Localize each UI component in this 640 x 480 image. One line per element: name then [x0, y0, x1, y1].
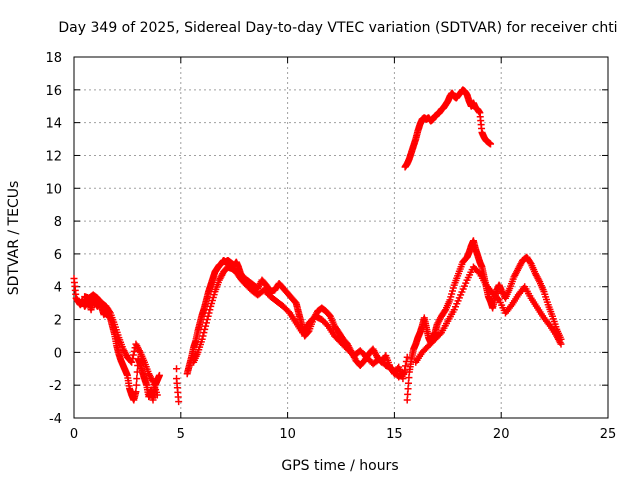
data-point	[134, 369, 141, 376]
y-tick-label: 4	[54, 281, 62, 296]
series-high-arc	[402, 86, 494, 170]
series-segment-3	[404, 237, 565, 403]
sdtvar-scatter-chart: Day 349 of 2025, Sidereal Day-to-day VTE…	[0, 0, 640, 480]
x-tick-label: 5	[177, 427, 185, 442]
y-tick-label: -2	[49, 379, 62, 394]
x-tick-label: 0	[70, 427, 78, 442]
y-tick-label: 2	[54, 314, 62, 329]
data-point	[294, 306, 301, 313]
data-point	[185, 364, 192, 371]
x-tick-label: 20	[493, 427, 510, 442]
data-point	[133, 375, 140, 382]
y-tick-label: 10	[45, 182, 62, 197]
data-point	[175, 393, 182, 400]
data-point	[402, 362, 409, 369]
x-axis-label: GPS time / hours	[281, 458, 398, 474]
data-point	[405, 374, 412, 381]
y-tick-label: -4	[49, 412, 62, 427]
data-point	[173, 365, 180, 372]
y-tick-label: 8	[54, 215, 62, 230]
data-point	[133, 382, 140, 389]
data-point	[200, 329, 207, 336]
data-point	[204, 316, 211, 323]
x-tick-label: 10	[279, 427, 296, 442]
data-point	[196, 321, 203, 328]
series-segment-2-lower	[190, 264, 408, 381]
plot-border	[74, 57, 608, 418]
y-tick-label: 6	[54, 248, 62, 263]
data-point	[478, 125, 485, 132]
y-tick-label: 18	[45, 51, 62, 66]
x-tick-label: 15	[386, 427, 403, 442]
y-tick-label: 0	[54, 346, 62, 361]
y-tick-label: 14	[45, 117, 62, 132]
x-tick-label: 25	[600, 427, 617, 442]
data-point	[206, 306, 213, 313]
grid-lines	[74, 57, 608, 418]
chart-title: Day 349 of 2025, Sidereal Day-to-day VTE…	[58, 20, 617, 36]
series-segment-3-lower	[412, 264, 564, 366]
y-tick-label: 12	[45, 149, 62, 164]
chart-page: Day 349 of 2025, Sidereal Day-to-day VTE…	[0, 0, 640, 480]
data-point	[202, 323, 209, 330]
data-point	[203, 319, 210, 326]
data-points	[71, 86, 565, 405]
y-tick-label: 16	[45, 84, 62, 99]
data-point	[201, 326, 208, 333]
y-axis-label: SDTVAR / TECUs	[6, 181, 22, 296]
